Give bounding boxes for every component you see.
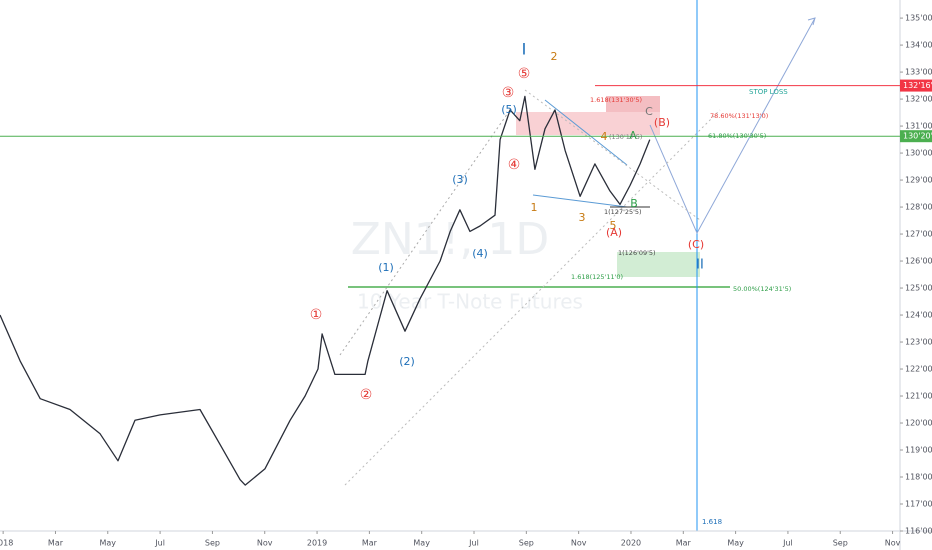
x-tick-label: Nov: [571, 539, 587, 548]
x-tick-label: 2018: [0, 539, 13, 548]
price-line: [0, 95, 651, 486]
x-tick-label: Jul: [154, 539, 165, 548]
annotation: 50.00%(124'31'5): [733, 285, 791, 293]
annotation: (1): [378, 261, 394, 274]
annotation: 5: [610, 219, 617, 232]
trend-line: [544, 99, 628, 166]
y-tick-label: 117'00'0: [905, 500, 932, 509]
annotation: STOP LOSS: [749, 88, 788, 96]
target-zone: [617, 252, 700, 277]
y-tick-label: 128'00'0: [905, 203, 932, 212]
x-tick-label: Mar: [362, 539, 378, 548]
x-tick-label: 2020: [621, 539, 641, 548]
annotation: 1(127'25'5): [604, 208, 642, 216]
y-tick-label: 124'00'0: [905, 311, 932, 320]
x-tick-label: Sep: [833, 539, 848, 548]
annotation: I: [522, 40, 527, 59]
annotation: ④: [508, 157, 521, 173]
x-tick-label: May: [727, 539, 744, 548]
annotation: (C): [688, 238, 704, 251]
annotation: (B): [654, 116, 670, 129]
x-tick-label: Mar: [676, 539, 692, 548]
annotation: 1.618(125'11'0): [571, 273, 623, 281]
x-tick-label: Jul: [782, 539, 793, 548]
annotation: 78.60%(131'13'0): [710, 112, 768, 120]
projection-arrow: [807, 17, 816, 26]
annotation: 61.80%(130'30'5): [708, 132, 766, 140]
channel-line: [344, 109, 721, 486]
y-tick-label: 125'00'0: [905, 284, 932, 293]
y-tick-label: 131'00'0: [905, 122, 932, 131]
y-tick-label: 118'00'0: [905, 473, 932, 482]
annotation: ⑤: [518, 66, 531, 82]
y-tick-label: 132'00'0: [905, 95, 932, 104]
x-tick-label: 2019: [307, 539, 327, 548]
price-tag-label: 130'20'0: [903, 132, 932, 141]
annotation: (5): [501, 103, 517, 116]
y-tick-label: 122'00'0: [905, 365, 932, 374]
y-tick-label: 130'00'0: [905, 149, 932, 158]
annotation: II: [696, 258, 704, 273]
annotation: (3): [452, 173, 468, 186]
projection: [649, 17, 816, 235]
x-tick-label: Nov: [257, 539, 273, 548]
y-tick-label: 126'00'0: [905, 257, 932, 266]
annotation: (130'17'5): [609, 133, 642, 141]
annotation: 3: [579, 211, 586, 224]
y-tick-label: 120'00'0: [905, 419, 932, 428]
annotation: 1.618(131'30'5): [590, 96, 642, 104]
annotation: C: [645, 105, 653, 118]
annotation: 4: [601, 130, 608, 143]
annotation: (2): [399, 355, 415, 368]
y-tick-label: 121'00'0: [905, 392, 932, 401]
annotation: A: [629, 129, 637, 142]
annotation: 1: [531, 201, 538, 214]
x-tick-label: Mar: [48, 539, 64, 548]
price-tag-label: 132'16'0: [903, 81, 932, 90]
annotation: (4): [472, 247, 488, 260]
price-tag: [900, 130, 932, 143]
annotation: ①: [310, 307, 323, 323]
x-tick-label: May: [99, 539, 116, 548]
fib-zone: [516, 112, 660, 135]
y-tick-label: 129'00'0: [905, 176, 932, 185]
y-tick-label: 127'00'0: [905, 230, 932, 239]
annotation: 1(126'09'5): [618, 249, 656, 257]
annotation: (A): [606, 226, 622, 239]
x-tick-label: Nov: [885, 539, 901, 548]
fib-zone: [606, 96, 660, 112]
annotation: 2: [551, 50, 558, 63]
x-tick-label: Sep: [205, 539, 220, 548]
y-tick-label: 133'00'0: [905, 68, 932, 77]
price-tag: [900, 79, 932, 92]
y-tick-label: 134'00'0: [905, 41, 932, 50]
annotation: ②: [360, 387, 373, 403]
watermark-subtitle: 10 Year T-Note Futures: [357, 290, 583, 314]
y-tick-label: 119'00'0: [905, 446, 932, 455]
annotation: 1.618: [702, 518, 722, 526]
y-tick-label: 123'00'0: [905, 338, 932, 347]
annotation: B: [630, 197, 638, 210]
watermark: ZN1!, 1D: [351, 214, 550, 265]
x-tick-label: Jul: [468, 539, 479, 548]
y-tick-label: 135'00'0: [905, 14, 932, 23]
annotation: ③: [502, 85, 515, 101]
x-tick-label: Sep: [519, 539, 534, 548]
trend-line: [532, 194, 628, 208]
y-tick-label: 116'00'0: [905, 527, 932, 536]
x-tick-label: May: [413, 539, 430, 548]
